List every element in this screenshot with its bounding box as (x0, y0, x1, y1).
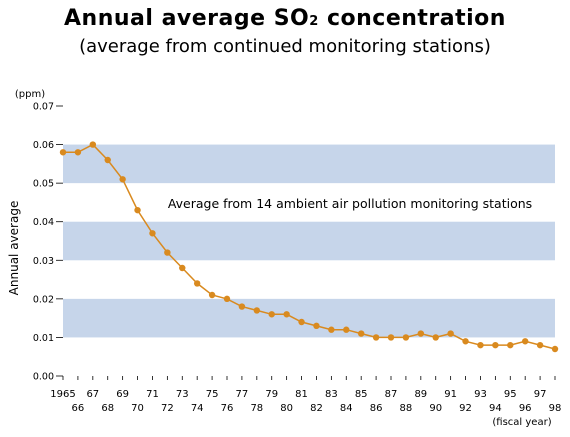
x-tick-label: 80 (280, 403, 293, 414)
x-tick-label: 69 (116, 389, 129, 400)
data-point (477, 341, 484, 349)
background-band (63, 298, 555, 338)
data-point (89, 141, 97, 148)
x-tick-label: 87 (385, 389, 398, 400)
data-point (372, 334, 380, 341)
y-tick-label: 0.07 (33, 102, 54, 113)
background-band (63, 144, 555, 184)
y-tick-label: 0.04 (33, 217, 54, 228)
data-point (387, 334, 395, 341)
y-unit-label: (ppm) (15, 89, 45, 100)
y-tick-label: 0.01 (33, 333, 54, 344)
x-tick-label: 86 (370, 403, 383, 414)
x-tick-label: 92 (459, 403, 472, 414)
data-point (253, 307, 261, 314)
data-point (74, 149, 82, 156)
x-tick-label: 74 (191, 403, 204, 414)
x-tick-label: 78 (250, 403, 263, 414)
x-tick-label: 70 (131, 403, 144, 414)
x-axis-ticks: 1965 67 69 71 73 75 77 79 81 83 85 87 89 91 93 95 97 66 68… (50, 376, 561, 414)
series-line (63, 143, 556, 350)
background-band (63, 221, 555, 261)
x-tick-label: 84 (340, 403, 353, 414)
x-tick-label: 95 (504, 389, 517, 400)
x-tick-label: 71 (146, 389, 159, 400)
data-point (521, 338, 529, 345)
data-point (208, 291, 216, 299)
x-tick-label: 91 (444, 389, 457, 400)
data-point (343, 326, 350, 333)
y-axis-label: Annual average (7, 201, 21, 296)
data-point (134, 206, 141, 214)
x-tick-label: 83 (325, 389, 338, 400)
data-point (104, 156, 111, 164)
data-point (551, 345, 559, 353)
data-point (164, 249, 171, 256)
data-point (298, 318, 305, 326)
x-tick-label: 68 (101, 403, 114, 414)
x-tick-label: 79 (265, 389, 278, 400)
chart-title: Annual average SO2 concentration (64, 6, 506, 31)
data-point (432, 334, 439, 341)
x-tick-label: 82 (310, 403, 323, 414)
x-tick-label: 1965 (50, 389, 75, 400)
x-tick-label: 76 (221, 403, 234, 414)
y-tick-label: 0.03 (33, 256, 54, 267)
data-point (193, 280, 201, 287)
x-tick-label: 77 (236, 389, 249, 400)
y-tick-label: 0.06 (33, 140, 54, 151)
data-point (536, 341, 544, 349)
x-tick-label: 81 (295, 389, 308, 400)
x-tick-label: 96 (519, 403, 532, 414)
data-point (357, 330, 365, 337)
x-tick-label: 72 (161, 403, 174, 414)
data-points (59, 141, 559, 353)
y-tick-label: 0.05 (33, 179, 54, 190)
x-tick-label: 94 (489, 403, 502, 414)
background-bands (63, 144, 555, 338)
x-tick-label: 75 (206, 389, 219, 400)
x-tick-label: 97 (534, 389, 547, 400)
annotation-label: Average from 14 ambient air pollution mo… (168, 196, 532, 211)
data-point (59, 149, 67, 156)
y-tick-label: 0.00 (33, 372, 54, 383)
data-point (223, 295, 231, 303)
x-tick-label: 88 (400, 403, 413, 414)
data-point (417, 330, 425, 337)
x-tick-label: 66 (72, 403, 85, 414)
x-tick-label: 89 (414, 389, 427, 400)
data-point (462, 338, 469, 345)
data-point (268, 311, 275, 318)
data-point (313, 322, 320, 330)
data-point (492, 341, 499, 349)
chart-subtitle: (average from continued monitoring stati… (79, 36, 491, 57)
y-axis-ticks: 0.00 0.01 0.02 0.03 0.04 0.05 0.06 0.07 (33, 102, 63, 383)
x-tick-label: 98 (549, 403, 562, 414)
data-point (238, 303, 246, 310)
data-point (402, 334, 410, 341)
data-point (179, 264, 186, 272)
data-point (119, 176, 126, 183)
data-point (447, 330, 454, 337)
data-point (328, 326, 335, 333)
data-point (507, 341, 514, 349)
data-point (283, 311, 290, 318)
x-tick-label: 67 (86, 389, 99, 400)
y-tick-label: 0.02 (33, 294, 54, 305)
x-tick-label: 73 (176, 389, 189, 400)
data-point (149, 230, 156, 237)
x-unit-label: (fiscal year) (492, 417, 551, 428)
x-tick-label: 93 (474, 389, 487, 400)
x-tick-label: 85 (355, 389, 368, 400)
x-tick-label: 90 (429, 403, 442, 414)
